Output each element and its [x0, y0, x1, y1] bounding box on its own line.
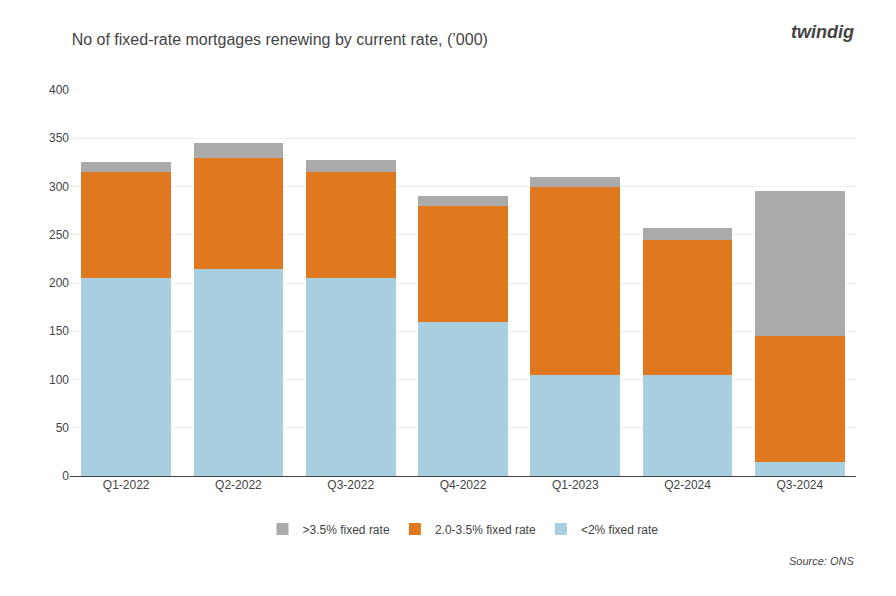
svg-text:0: 0 [62, 469, 69, 483]
svg-text:300: 300 [49, 180, 69, 194]
svg-text:350: 350 [49, 131, 69, 145]
svg-text:100: 100 [49, 373, 69, 387]
svg-text:Q2-2024: Q2-2024 [664, 478, 711, 492]
svg-text:150: 150 [49, 324, 69, 338]
svg-text:200: 200 [49, 276, 69, 290]
svg-text:<2% fixed rate: <2% fixed rate [581, 523, 658, 537]
svg-text:50: 50 [56, 421, 70, 435]
svg-text:twindig: twindig [791, 22, 854, 42]
svg-text:Q3-2022: Q3-2022 [327, 478, 374, 492]
svg-text:Q1-2022: Q1-2022 [103, 478, 150, 492]
svg-text:Q1-2023: Q1-2023 [552, 478, 599, 492]
svg-text:Q2-2022: Q2-2022 [215, 478, 262, 492]
svg-text:2.0-3.5% fixed rate: 2.0-3.5% fixed rate [435, 523, 536, 537]
svg-text:400: 400 [49, 83, 69, 97]
svg-text:Q4-2022: Q4-2022 [440, 478, 487, 492]
svg-text:Q3-2024: Q3-2024 [777, 478, 824, 492]
svg-text:>3.5% fixed rate: >3.5% fixed rate [303, 523, 390, 537]
svg-text:No of fixed-rate mortgages ren: No of fixed-rate mortgages renewing by c… [72, 31, 488, 48]
svg-text:250: 250 [49, 228, 69, 242]
svg-text:Source: ONS: Source: ONS [789, 555, 854, 567]
